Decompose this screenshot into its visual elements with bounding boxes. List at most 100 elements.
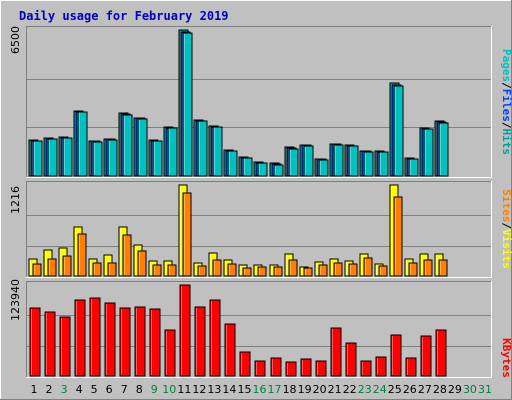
bar-kbytes-day-7 (119, 307, 131, 377)
bar-pages-day-25 (393, 85, 404, 177)
x-tick-day-22: 22 (343, 383, 357, 396)
x-tick-day-26: 26 (403, 383, 417, 396)
bar-kbytes-day-15 (239, 351, 251, 377)
panel-kbytes (26, 281, 492, 378)
x-tick-day-7: 7 (121, 383, 128, 396)
x-tick-day-23: 23 (358, 383, 372, 396)
bar-kbytes-day-23 (360, 360, 372, 377)
x-tick-day-4: 4 (76, 383, 83, 396)
bar-sites-day-9 (152, 264, 162, 277)
x-tick-day-9: 9 (151, 383, 158, 396)
bar-kbytes-day-13 (209, 299, 221, 377)
bar-pages-day-10 (167, 127, 178, 177)
bar-pages-day-26 (408, 158, 419, 177)
bar-kbytes-day-20 (315, 360, 327, 377)
bar-pages-day-20 (318, 159, 329, 177)
x-tick-day-2: 2 (46, 383, 53, 396)
bar-kbytes-day-5 (89, 297, 101, 377)
x-tick-day-3: 3 (61, 383, 68, 396)
bar-sites-day-3 (62, 255, 72, 277)
bar-pages-day-4 (77, 111, 88, 177)
legend-files: Files (500, 89, 512, 122)
bar-kbytes-day-1 (29, 307, 41, 377)
bar-pages-day-6 (107, 139, 118, 177)
bar-sites-day-24 (378, 265, 388, 277)
bar-pages-day-24 (378, 151, 389, 177)
x-tick-day-25: 25 (388, 383, 402, 396)
legend-kbytes: KBytes (500, 338, 512, 378)
bar-sites-day-26 (408, 262, 418, 277)
y-max-label-visits: 1216 (9, 186, 22, 214)
bar-pages-day-3 (62, 137, 73, 177)
x-tick-day-28: 28 (433, 383, 447, 396)
bar-pages-day-16 (257, 162, 268, 177)
x-tick-day-18: 18 (283, 383, 297, 396)
svg-text:KBytes: KBytes (500, 338, 512, 378)
bar-kbytes-day-26 (405, 357, 417, 377)
x-tick-day-24: 24 (373, 383, 387, 396)
bar-pages-day-2 (47, 138, 58, 177)
x-tick-day-8: 8 (136, 383, 143, 396)
bar-kbytes-day-28 (435, 329, 447, 377)
bar-sites-day-15 (242, 267, 252, 277)
bar-sites-day-8 (137, 250, 147, 277)
bar-pages-day-19 (303, 145, 314, 177)
x-tick-day-14: 14 (222, 383, 236, 396)
legend-hits-files-pages: Pages/Files/Hits (500, 49, 512, 155)
bar-kbytes-day-16 (254, 360, 266, 377)
x-tick-day-30: 30 (463, 383, 477, 396)
bar-kbytes-day-18 (285, 361, 297, 377)
panel-hits-files-pages (26, 26, 492, 178)
bar-sites-day-25 (393, 196, 403, 277)
x-tick-day-19: 19 (298, 383, 312, 396)
bar-sites-day-4 (77, 233, 87, 277)
x-tick-day-29: 29 (448, 383, 462, 396)
x-tick-day-21: 21 (328, 383, 342, 396)
bar-sites-day-1 (32, 263, 42, 277)
bar-kbytes-day-11 (179, 284, 191, 377)
x-tick-day-20: 20 (313, 383, 327, 396)
legend-sites-visits: Sites/Visits (500, 189, 512, 269)
bar-kbytes-day-9 (149, 308, 161, 377)
x-tick-day-13: 13 (207, 383, 221, 396)
x-tick-day-5: 5 (91, 383, 98, 396)
bar-kbytes-day-24 (375, 356, 387, 377)
bar-kbytes-day-14 (224, 323, 236, 377)
bar-pages-day-1 (32, 140, 43, 177)
bar-pages-day-18 (288, 148, 299, 177)
x-tick-day-10: 10 (162, 383, 176, 396)
bar-pages-day-27 (423, 128, 434, 177)
bar-pages-day-23 (363, 151, 374, 177)
bar-pages-day-5 (92, 141, 103, 177)
x-tick-day-27: 27 (418, 383, 432, 396)
bar-kbytes-day-8 (134, 306, 146, 377)
bar-pages-day-22 (348, 145, 359, 177)
bar-sites-day-12 (197, 265, 207, 277)
bar-kbytes-day-10 (164, 329, 176, 377)
bar-pages-day-28 (438, 122, 449, 177)
bar-pages-day-8 (137, 118, 148, 177)
bar-sites-day-17 (273, 266, 283, 277)
x-tick-day-15: 15 (237, 383, 251, 396)
bar-sites-day-11 (182, 192, 192, 277)
bar-sites-day-27 (423, 259, 433, 277)
bar-sites-day-2 (47, 258, 57, 277)
x-tick-day-16: 16 (253, 383, 267, 396)
bar-kbytes-day-6 (104, 302, 116, 377)
x-tick-day-17: 17 (268, 383, 282, 396)
bar-sites-day-10 (167, 264, 177, 277)
legend-slash-2: / (500, 122, 512, 129)
bar-sites-day-18 (288, 259, 298, 277)
bar-kbytes-day-2 (44, 311, 56, 377)
legend-visits: Visits (500, 229, 512, 269)
bar-sites-day-21 (333, 262, 343, 277)
legend-kbytes-text: KBytes (500, 338, 512, 378)
chart-title: Daily usage for February 2019 (19, 9, 229, 23)
bar-kbytes-day-19 (300, 358, 312, 377)
bar-sites-day-20 (318, 264, 328, 277)
bar-sites-day-5 (92, 262, 102, 277)
x-tick-day-12: 12 (192, 383, 206, 396)
bar-pages-day-7 (122, 114, 133, 177)
panel-visits-sites (26, 181, 492, 278)
